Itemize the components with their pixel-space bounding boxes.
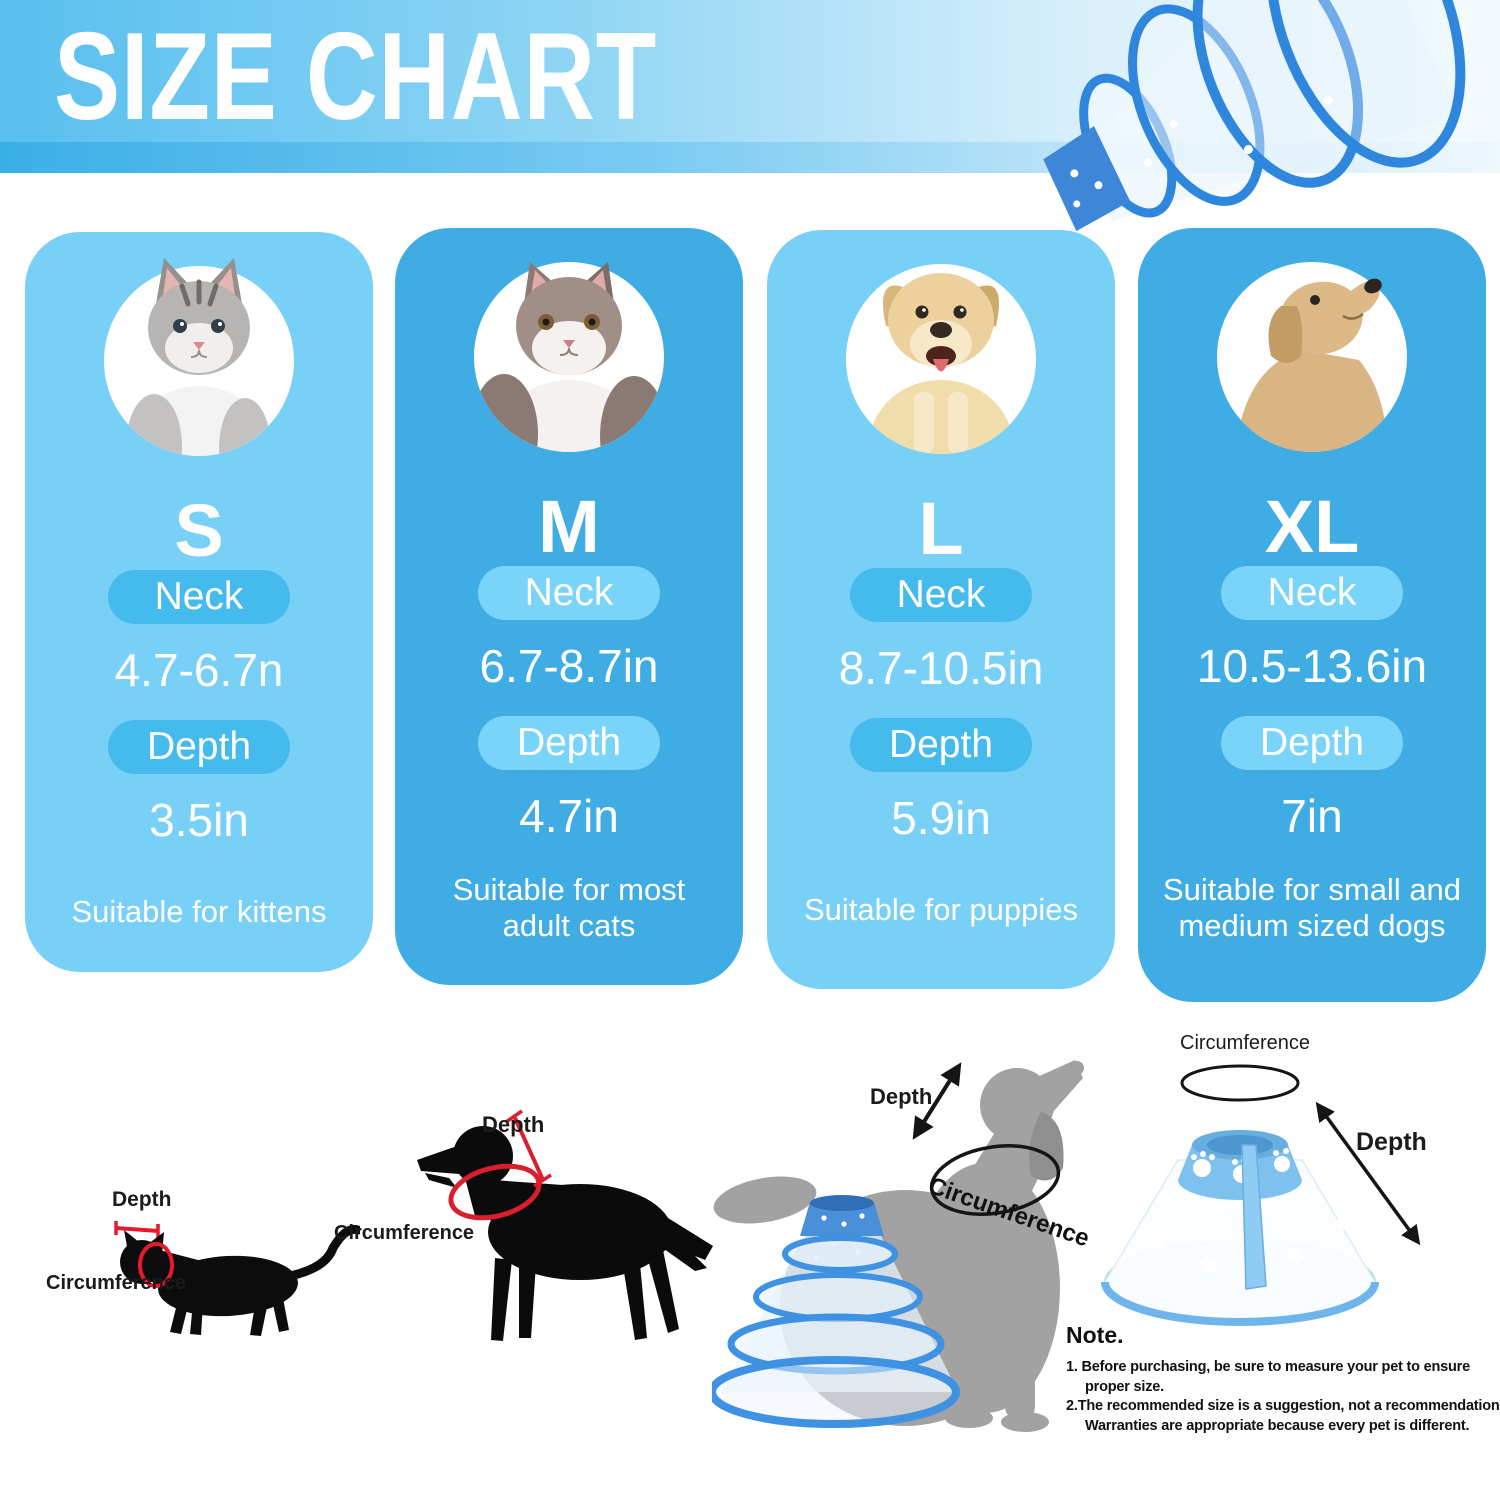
cat-depth-label: Depth	[112, 1188, 172, 1211]
dog-depth-label: Depth	[482, 1112, 545, 1137]
depth-value: 3.5in	[149, 794, 249, 846]
depth-value: 4.7in	[519, 790, 619, 842]
neck-badge: Neck	[1221, 566, 1403, 620]
note-section: Note. 1. Before purchasing, be sure to m…	[1066, 1322, 1500, 1436]
neck-value: 10.5-13.6in	[1196, 640, 1428, 692]
size-card-s: S Neck 4.7-6.7n Depth 3.5in Suitable for…	[25, 232, 373, 972]
puppy-photo	[869, 273, 1013, 454]
pet-photo-circle	[474, 262, 664, 452]
suitable-text: Suitable for puppies	[803, 892, 1079, 928]
pet-photo-circle	[846, 264, 1036, 454]
suitable-text: Suitable for kittens	[71, 894, 327, 930]
cat-circumference-label: Circumference	[46, 1272, 187, 1294]
dog-photo	[1235, 278, 1387, 452]
size-label: S	[174, 488, 224, 572]
depth-value: 7in	[1281, 790, 1343, 842]
neck-badge: Neck	[478, 566, 660, 620]
neck-value: 8.7-10.5in	[838, 642, 1044, 694]
size-card-m: M Neck 6.7-8.7in Depth 4.7in Suitable fo…	[395, 228, 743, 985]
cat-silhouette	[114, 1221, 360, 1336]
cone-measurement-image	[1101, 1064, 1421, 1326]
size-label: M	[538, 484, 600, 568]
note-line: 1. Before purchasing, be sure to measure…	[1066, 1359, 1470, 1375]
note-line: proper size.	[1085, 1378, 1164, 1395]
product-cone-image	[1043, 0, 1466, 232]
suitable-text: Suitable for small and medium sized dogs	[1162, 872, 1462, 943]
size-label: XL	[1264, 484, 1360, 568]
cone-depth-label: Depth	[1356, 1128, 1427, 1156]
depth-badge: Depth	[478, 716, 660, 770]
neck-value: 6.7-8.7in	[479, 640, 659, 692]
size-card-l: L Neck 8.7-10.5in Depth 5.9in Suitable f…	[767, 230, 1115, 989]
dog-silhouette	[417, 1109, 713, 1341]
pet-photo-circle	[104, 258, 294, 456]
suitable-text: Suitable for most adult cats	[452, 872, 686, 943]
adult-cat-photo	[474, 262, 664, 452]
gray-dog-depth-label: Depth	[870, 1084, 933, 1109]
dog-circumference-label: Circumference	[334, 1222, 475, 1244]
note-title: Note.	[1066, 1322, 1124, 1348]
depth-badge: Depth	[108, 720, 290, 774]
note-line: Warranties are appropriate because every…	[1085, 1417, 1470, 1434]
neck-badge: Neck	[850, 568, 1032, 622]
depth-badge: Depth	[1221, 716, 1403, 770]
neck-value: 4.7-6.7n	[114, 644, 284, 696]
depth-value: 5.9in	[891, 792, 991, 844]
pet-photo-circle	[1217, 262, 1407, 452]
note-line: 2.The recommended size is a suggestion, …	[1066, 1398, 1500, 1415]
neck-badge: Neck	[108, 570, 290, 624]
page-title: SIZE CHART	[54, 8, 658, 146]
stacked-cone-image	[712, 1195, 960, 1428]
depth-badge: Depth	[850, 718, 1032, 772]
size-card-xl: XL Neck 10.5-13.6in Depth 7in Suitable f…	[1138, 228, 1486, 1002]
cone-circumference-label: Circumference	[1180, 1032, 1311, 1054]
kitten-photo	[126, 258, 271, 456]
size-label: L	[918, 486, 964, 570]
